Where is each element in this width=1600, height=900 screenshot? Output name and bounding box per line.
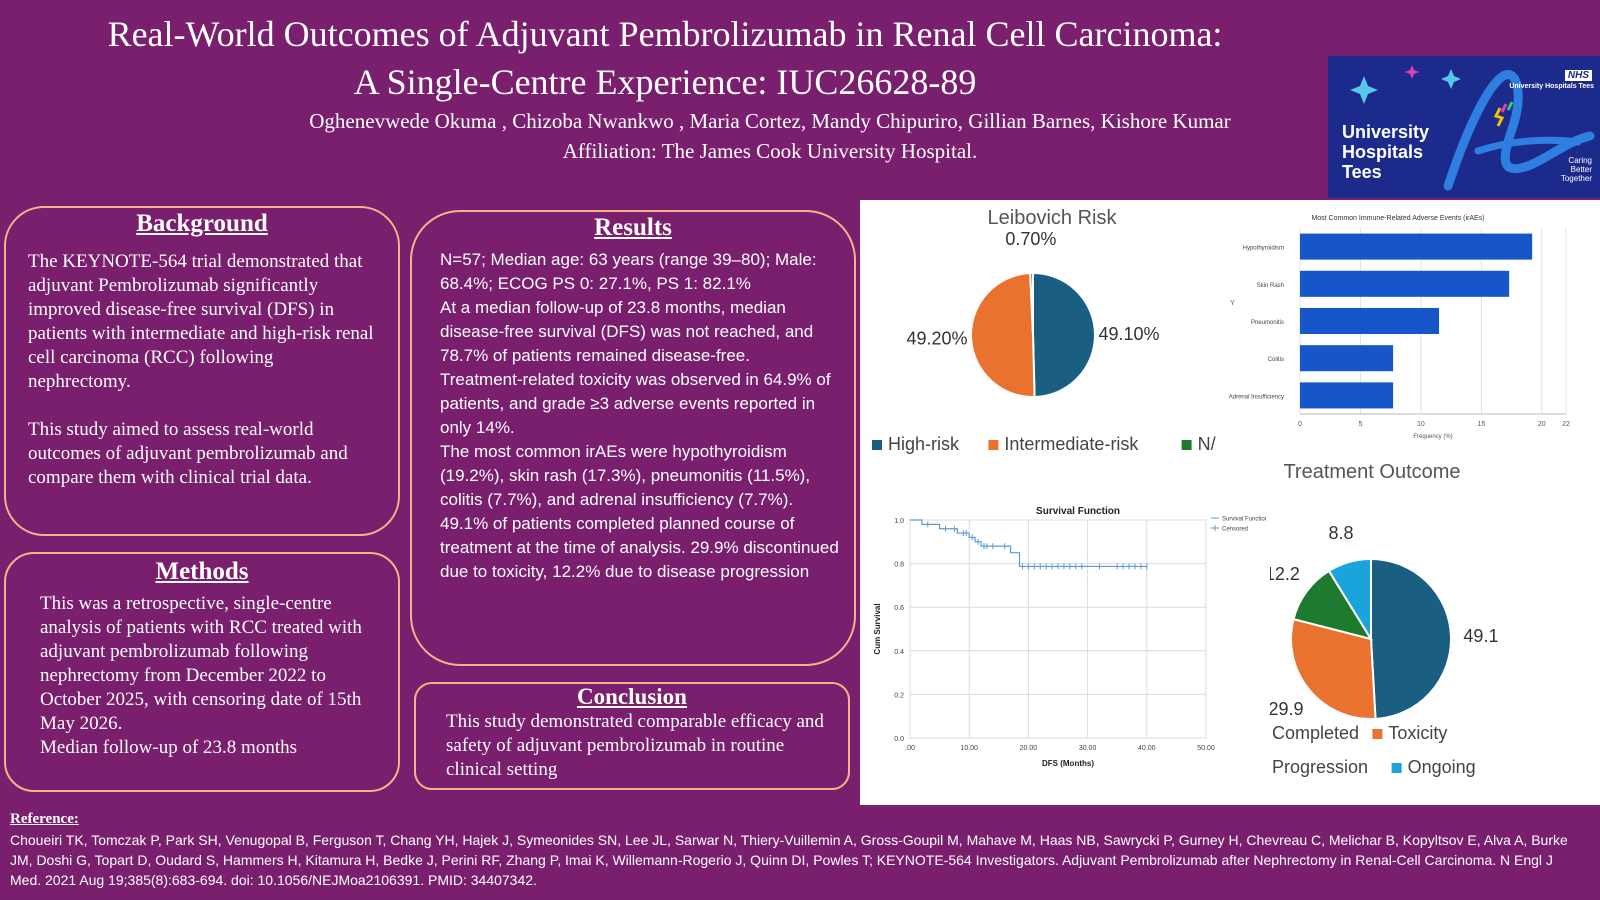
bar-hypothyroidism <box>1300 233 1533 260</box>
conclusion-section: Conclusion This study demonstrated compa… <box>414 682 850 790</box>
y-axis-label: Y <box>1230 300 1235 307</box>
pie-slice-completed <box>1370 557 1452 720</box>
legend-swatch <box>1391 763 1402 773</box>
pie-label: 12.2 <box>1270 564 1300 584</box>
y-tick-label: 0.2 <box>894 692 904 699</box>
legend-label: High-risk <box>888 434 960 454</box>
logo-swoosh-icon <box>1350 65 1595 191</box>
reference-text: Choueiri TK, Tomczak P, Park SH, Venugop… <box>10 832 1568 888</box>
logo-tagline: Caring Better Together <box>1560 156 1592 183</box>
bar-colitis <box>1300 345 1394 372</box>
pie-label: 8.8 <box>1328 523 1353 543</box>
plot-frame <box>909 519 1207 739</box>
reference-heading: Reference: <box>10 811 79 827</box>
x-axis-label: Frequency (%) <box>1413 434 1452 440</box>
pie-slice-progression <box>1292 569 1374 641</box>
legend-label: Ongoing <box>1408 757 1476 777</box>
authors: Oghenevwede Okuma , Chizoba Nwankwo , Ma… <box>309 109 1231 133</box>
reference-section: Reference: Choueiri TK, Tomczak P, Park … <box>0 805 1600 900</box>
y-tick-label: 0.6 <box>894 605 904 612</box>
nhs-badge: NHS <box>1564 70 1592 81</box>
legend-swatch <box>1372 729 1383 739</box>
x-axis-label: DFS (Months) <box>1042 759 1094 768</box>
y-tick-label: Hypothyroidism <box>1243 246 1284 252</box>
legend-label: N/A <box>1198 434 1216 454</box>
methods-text: This was a retrospective, single-centre … <box>40 593 362 734</box>
legend-swatch <box>872 440 882 450</box>
legend-label: Censored <box>1222 527 1248 533</box>
background-text: The KEYNOTE-564 trial demonstrated that … <box>28 251 374 392</box>
x-tick-label: 10 <box>1417 421 1425 428</box>
x-tick-label: .00 <box>905 745 915 752</box>
methods-followup: Median follow-up of 23.8 months <box>40 737 298 758</box>
y-tick-label: 1.0 <box>894 518 904 525</box>
chart-title: Treatment Outcome <box>1283 461 1460 483</box>
chart-title: Leibovich Risk <box>988 207 1118 229</box>
pie-slice-intermediate-risk <box>970 272 1036 398</box>
pie-slice-ongoing <box>1327 557 1372 643</box>
x-tick-label: 30.00 <box>1079 745 1097 752</box>
bar-skin-rash <box>1300 270 1510 297</box>
y-tick-label: 0.4 <box>894 649 904 656</box>
leibovich-risk-chart: Leibovich Risk 49.10% 49.20% 0.70% High-risk… <box>872 207 1216 454</box>
results-heading: Results <box>594 214 672 241</box>
x-tick-label: 20 <box>1538 421 1546 428</box>
y-tick-label: Pneumonitis <box>1251 320 1284 326</box>
x-tick-label: 10.00 <box>960 745 978 752</box>
x-tick-label: 0 <box>1298 421 1302 428</box>
legend-label: Completed <box>1272 723 1359 743</box>
conclusion-text: This study demonstrated comparable effic… <box>446 711 824 780</box>
poster-title: Real-World Outcomes of Adjuvant Pembroli… <box>107 14 1223 102</box>
legend-label: Survival Function <box>1222 517 1266 523</box>
results-iraes: The most common irAEs were hypothyroidis… <box>440 442 839 581</box>
results-demographics: N=57; Median age: 63 years (range 39–80)… <box>440 250 817 293</box>
legend-label: Intermediate-risk <box>1004 434 1139 454</box>
x-tick-label: 40.00 <box>1138 745 1156 752</box>
pie-label: 0.70% <box>1005 229 1056 249</box>
background-section: Background The KEYNOTE-564 trial demonst… <box>4 206 400 536</box>
methods-heading: Methods <box>155 558 249 585</box>
y-tick-label: 0.8 <box>894 562 904 569</box>
pie-slice-toxicity <box>1290 617 1377 720</box>
background-aim: This study aimed to assess real-world ou… <box>28 419 348 488</box>
survival-function-chart: Survival Function 0.0 0.2 0.4 0.6 0.8 1.0 .00 10… <box>873 506 1266 768</box>
pie-label: 49.20% <box>907 328 968 348</box>
background-heading: Background <box>136 210 268 237</box>
y-tick-label: 0.0 <box>894 736 904 743</box>
hospital-logo: NHS University Hospitals Tees University… <box>1328 56 1600 198</box>
x-tick-label: 5 <box>1359 421 1363 428</box>
affiliation: Affiliation: The James Cook University H… <box>562 139 978 163</box>
chart-title: Survival Function <box>1036 506 1120 517</box>
x-tick-label: 22 <box>1562 421 1570 428</box>
legend-swatch <box>988 440 999 450</box>
results-toxicity: Treatment-related toxicity was observed … <box>440 370 831 437</box>
conclusion-heading: Conclusion <box>577 684 687 709</box>
pie-label: 29.9 <box>1270 699 1304 719</box>
y-axis-label: Cum Survival <box>873 603 882 654</box>
chart-title: Most Common Immune-Related Adverse Event… <box>1311 215 1484 222</box>
pie-slice-n-a <box>1029 271 1034 336</box>
methods-section: Methods This was a retrospective, single… <box>4 552 400 792</box>
legend-swatch <box>1181 440 1192 450</box>
pie-slice-high-risk <box>1032 271 1096 399</box>
x-tick-label: 20.00 <box>1020 745 1038 752</box>
irae-bar-chart: Most Common Immune-Related Adverse Event… <box>1229 215 1570 440</box>
pie-label: 49.10% <box>1098 324 1159 344</box>
y-tick-label: Skin Rash <box>1257 283 1284 289</box>
x-tick-label: 50.00 <box>1197 745 1215 752</box>
trust-name: University Hospitals Tees <box>1509 83 1594 90</box>
pie-label: 49.1 <box>1463 626 1498 646</box>
bar-adrenal-insufficiency <box>1300 382 1394 409</box>
y-tick-label: Adrenal Insufficiency <box>1229 394 1284 400</box>
x-tick-label: 15 <box>1477 421 1485 428</box>
legend-label: Toxicity <box>1388 723 1447 743</box>
y-tick-label: Colitis <box>1268 357 1284 363</box>
legend-label: Progression <box>1272 757 1368 777</box>
results-dfs: At a median follow-up of 23.8 months, me… <box>440 298 814 365</box>
treatment-outcome-chart: Treatment Outcome 49.1 29.9 12.2 8.8 Complete… <box>1270 461 1498 777</box>
bar-pneumonitis <box>1300 307 1440 335</box>
brand-name: University Hospitals Tees <box>1342 122 1430 182</box>
results-section: Results N=57; Median age: 63 years (rang… <box>410 210 856 666</box>
author-block: Oghenevwede Okuma , Chizoba Nwankwo , Ma… <box>0 106 1330 166</box>
